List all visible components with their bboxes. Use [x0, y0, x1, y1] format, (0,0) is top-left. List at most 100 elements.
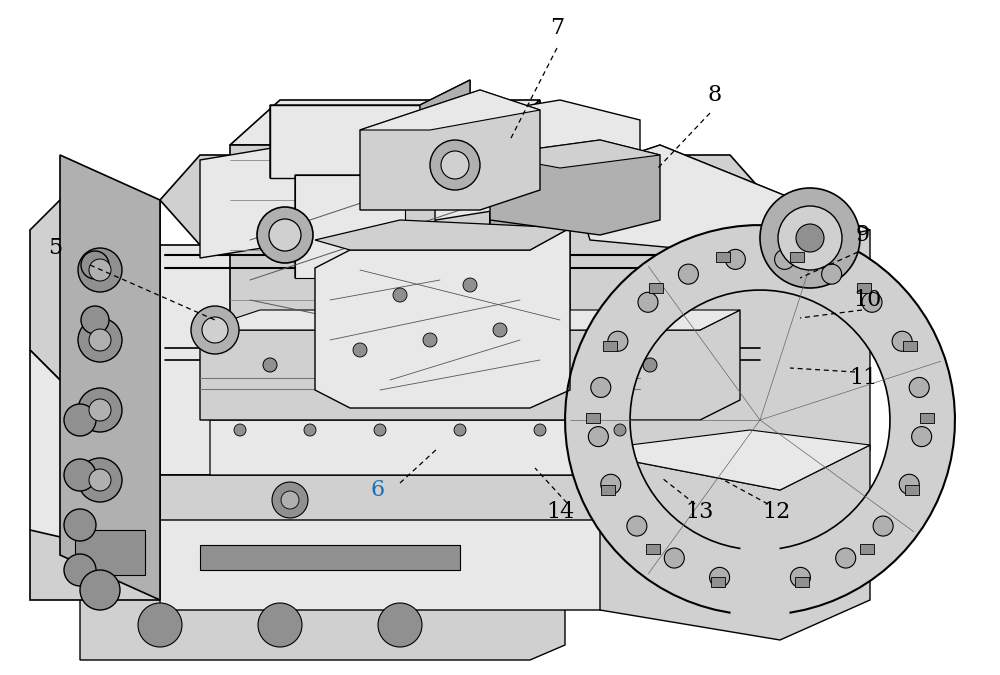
Polygon shape: [80, 558, 565, 580]
Circle shape: [374, 424, 386, 436]
Circle shape: [608, 331, 628, 351]
Circle shape: [269, 219, 301, 251]
Circle shape: [423, 333, 437, 347]
Polygon shape: [860, 543, 874, 553]
Polygon shape: [200, 310, 740, 420]
Circle shape: [378, 603, 422, 647]
Circle shape: [534, 424, 546, 436]
Circle shape: [64, 404, 96, 436]
Polygon shape: [230, 100, 540, 145]
Circle shape: [393, 288, 407, 302]
Circle shape: [333, 358, 347, 372]
Polygon shape: [905, 485, 919, 495]
Circle shape: [493, 323, 507, 337]
Polygon shape: [295, 175, 405, 278]
Circle shape: [912, 427, 932, 447]
Polygon shape: [75, 530, 145, 575]
Circle shape: [78, 248, 122, 292]
Circle shape: [591, 377, 611, 398]
Circle shape: [614, 424, 626, 436]
Circle shape: [678, 264, 698, 284]
Circle shape: [78, 318, 122, 362]
Text: 11: 11: [849, 367, 877, 389]
Polygon shape: [270, 105, 420, 178]
Polygon shape: [570, 145, 870, 255]
Circle shape: [441, 151, 469, 179]
Circle shape: [796, 224, 824, 252]
Polygon shape: [315, 228, 570, 408]
Polygon shape: [795, 577, 809, 587]
Polygon shape: [200, 310, 740, 330]
Circle shape: [89, 469, 111, 491]
Polygon shape: [857, 284, 871, 294]
Circle shape: [81, 251, 109, 279]
Circle shape: [899, 475, 919, 494]
Text: 8: 8: [708, 84, 722, 106]
Circle shape: [138, 603, 182, 647]
Circle shape: [64, 509, 96, 541]
Text: 9: 9: [856, 224, 870, 246]
Polygon shape: [60, 155, 160, 600]
Circle shape: [493, 358, 507, 372]
Circle shape: [725, 249, 745, 269]
Circle shape: [78, 458, 122, 502]
Polygon shape: [160, 500, 680, 610]
Text: 6: 6: [371, 479, 385, 501]
Circle shape: [353, 343, 367, 357]
Polygon shape: [586, 412, 600, 423]
Polygon shape: [649, 284, 663, 294]
Polygon shape: [716, 252, 730, 262]
Polygon shape: [360, 90, 540, 130]
Circle shape: [89, 399, 111, 421]
Circle shape: [81, 306, 109, 334]
Text: 14: 14: [546, 501, 574, 523]
Circle shape: [643, 358, 657, 372]
Polygon shape: [200, 100, 640, 258]
Circle shape: [775, 249, 795, 269]
Polygon shape: [790, 252, 804, 262]
Polygon shape: [360, 90, 540, 210]
Circle shape: [463, 278, 477, 292]
Polygon shape: [160, 200, 770, 475]
Circle shape: [822, 264, 842, 284]
Polygon shape: [490, 140, 660, 168]
Circle shape: [627, 516, 647, 536]
Circle shape: [710, 568, 730, 587]
Circle shape: [304, 424, 316, 436]
Polygon shape: [315, 220, 570, 250]
Polygon shape: [565, 225, 955, 613]
Polygon shape: [80, 558, 565, 660]
Polygon shape: [270, 80, 470, 178]
Polygon shape: [490, 100, 540, 380]
Polygon shape: [30, 200, 160, 380]
Circle shape: [454, 424, 466, 436]
Polygon shape: [230, 145, 490, 380]
Circle shape: [281, 491, 299, 509]
Polygon shape: [210, 400, 730, 475]
Polygon shape: [420, 80, 470, 178]
Circle shape: [64, 459, 96, 491]
Polygon shape: [30, 530, 160, 600]
Circle shape: [760, 188, 860, 288]
Circle shape: [413, 358, 427, 372]
Circle shape: [257, 207, 313, 263]
Circle shape: [790, 568, 810, 587]
Text: 13: 13: [686, 501, 714, 523]
Circle shape: [892, 331, 912, 351]
Polygon shape: [646, 543, 660, 553]
Circle shape: [272, 482, 308, 518]
Circle shape: [234, 424, 246, 436]
Text: 12: 12: [762, 501, 790, 523]
Circle shape: [64, 554, 96, 586]
Text: 5: 5: [48, 237, 62, 259]
Circle shape: [909, 377, 929, 398]
Circle shape: [80, 570, 120, 610]
Text: 10: 10: [854, 289, 882, 311]
Circle shape: [873, 516, 893, 536]
Polygon shape: [603, 341, 617, 351]
Polygon shape: [920, 412, 934, 423]
Polygon shape: [903, 341, 917, 351]
Polygon shape: [601, 485, 615, 495]
Circle shape: [588, 427, 608, 447]
Polygon shape: [30, 350, 160, 560]
